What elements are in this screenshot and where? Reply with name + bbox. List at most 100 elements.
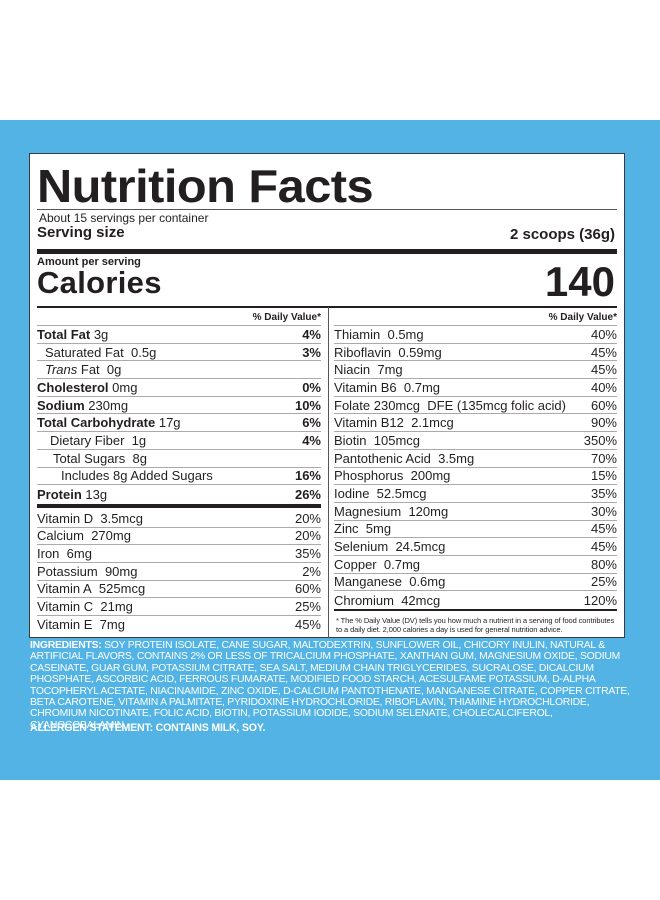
nutrient-amount: 105mcg [373,432,421,448]
nutrient-amount: 3.5mg [438,450,475,466]
nutrient-amount: 3g [93,326,109,342]
nutrient-dv: 20% [294,510,321,526]
nutrient-name-italic: Trans [45,362,78,378]
nutrient-name: Saturated Fat [45,344,124,360]
nutrient-dv: 20% [294,528,321,544]
calories-value: 140 [544,258,615,305]
nutrient-amount: 6mg [66,546,92,562]
nutrient-name: Vitamin B6 [334,379,397,395]
left-column: % Daily Value* Total Fat 3g 4% Saturated… [37,310,321,634]
nutrient-amount: 21mg [100,599,133,615]
nutrient-name: Cholesterol [37,379,109,395]
nutrient-amount: 13g [85,486,108,502]
nutrient-name: Thiamin [334,326,381,342]
nutrient-dv: 6% [302,415,321,431]
nutrient-dv: 4% [302,326,321,342]
nutrient-row-vitamin-b12: Vitamin B12 2.1mcg 90% [334,414,617,433]
nutrient-dv: 15% [590,468,617,484]
nutrient-name: Manganese [334,574,402,590]
nutrient-row-copper: Copper 0.7mg 80% [334,556,617,574]
nutrient-amount: 52.5mcg [376,486,427,502]
nutrient-name: Vitamin E [37,617,93,633]
nutrient-dv: 30% [590,503,617,519]
amount-per-serving: Amount per serving [37,256,141,268]
nutrient-row-zinc: Zinc 5mg 45% [334,521,617,539]
nutrient-name: Riboflavin [334,344,392,360]
ingredients-statement: INGREDIENTS: SOY PROTEIN ISOLATE, CANE S… [30,640,630,731]
nutrient-name: Total Fat [37,326,91,342]
nutrient-dv: 4% [302,432,321,448]
nutrient-amount: DFE (135mcg folic acid) [427,397,566,413]
nutrient-amount: 7mg [377,362,403,378]
nutrient-name: Vitamin A [37,581,92,597]
nutrient-name: Magnesium [334,503,402,519]
daily-value-footnote: * The % Daily Value (DV) tells you how m… [336,616,615,634]
ingredients-label: INGREDIENTS: [30,640,102,651]
nutrient-dv: 10% [294,397,321,413]
nutrient-dv: 3% [302,344,321,360]
nutrient-row-thiamin: Thiamin 0.5mg 40% [334,326,617,344]
thick-divider [37,503,321,508]
nutrition-facts-title: Nutrition Facts [37,160,374,212]
nutrient-name: Calcium [37,528,84,544]
nutrient-amount: 120mg [408,503,449,519]
nutrient-row-cholesterol: Cholesterol 0mg 0% [37,379,321,397]
nutrient-name: Niacin [334,362,371,378]
nutrient-dv: 45% [590,344,617,360]
nutrient-name: Dietary Fiber [50,432,125,448]
nutrient-row-chromium: Chromium 42mcg 120% [334,591,617,609]
nutrient-row-iodine: Iodine 52.5mcg 35% [334,485,617,503]
nutrient-name: Vitamin D [37,510,94,526]
nutrient-dv: 45% [294,617,321,633]
nutrient-row-potassium: Potassium 90mg 2% [37,563,321,581]
nutrient-row-vitamin-a: Vitamin A 525mcg 60% [37,581,321,599]
nutrient-row-saturated-fat: Saturated Fat 0.5g 3% [37,344,321,362]
nutrient-row-vitamin-c: Vitamin C 21mg 25% [37,598,321,616]
calories-divider [37,306,617,308]
nutrient-amount: 200mg [410,468,451,484]
nutrient-name: Vitamin C [37,599,94,615]
nutrition-facts-panel: Nutrition Facts About 15 servings per co… [29,153,625,638]
nutrient-dv: 16% [294,468,321,484]
nutrient-name: Sodium [37,397,85,413]
serving-size-value: 2 scoops (36g) [509,226,615,243]
divider [37,209,617,210]
nutrient-name: Biotin [334,432,367,448]
nutrient-dv: 80% [590,556,617,572]
nutrient-name: Folate 230mcg [334,397,420,413]
nutrient-name: Zinc [334,521,359,537]
nutrient-row-sodium: Sodium 230mg 10% [37,397,321,415]
nutrient-dv: 2% [302,563,321,579]
nutrient-row-dietary-fiber: Dietary Fiber 1g 4% [37,432,321,450]
nutrient-amount: 24.5mcg [395,539,446,555]
nutrient-amount: 0.5mg [387,326,424,342]
nutrient-row-magnesium: Magnesium 120mg 30% [334,503,617,521]
nutrient-amount: 0g [106,362,122,378]
nutrient-dv: 40% [590,379,617,395]
daily-value-header: % Daily Value* [334,310,617,326]
nutrient-amount: 270mg [91,528,131,544]
servings-per-container: About 15 servings per container [39,211,209,225]
nutrient-amount: 0.7mg [383,556,421,572]
nutrient-amount: 1g [131,432,147,448]
daily-value-header: % Daily Value* [37,310,321,326]
nutrient-name: Protein [37,486,82,502]
nutrient-name: Iron [37,546,60,562]
nutrient-amount: 0.6mg [409,574,446,590]
nutrient-dv: 350% [583,432,617,448]
divider [334,609,617,611]
nutrient-dv: 26% [294,486,321,502]
nutrient-name: Total Carbohydrate [37,415,156,431]
nutrient-name: Includes 8g Added Sugars [61,468,213,484]
ingredients-text: SOY PROTEIN ISOLATE, CANE SUGAR, MALTODE… [30,640,630,731]
nutrient-row-protein: Protein 13g 26% [37,485,321,503]
nutrient-amount: 17g [158,415,181,431]
nutrient-amount: 8g [132,450,147,466]
calories-label: Calories [37,265,162,300]
nutrient-row-iron: Iron 6mg 35% [37,545,321,563]
nutrient-dv: 70% [590,450,617,466]
nutrient-dv: 90% [590,415,617,431]
nutrient-dv: 45% [590,539,617,555]
nutrient-row-calcium: Calcium 270mg 20% [37,528,321,546]
nutrient-row-manganese: Manganese 0.6mg 25% [334,574,617,592]
